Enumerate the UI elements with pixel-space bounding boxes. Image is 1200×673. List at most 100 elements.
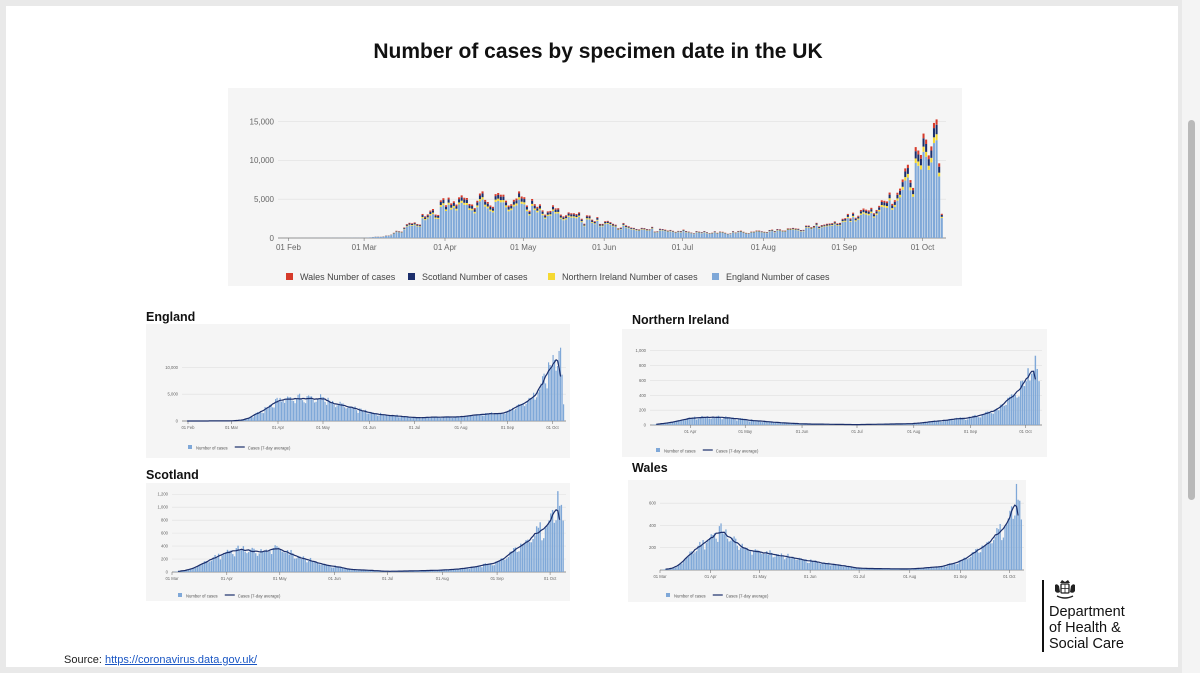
bar <box>272 407 274 421</box>
bar <box>534 535 536 572</box>
bar <box>447 416 449 421</box>
bar <box>554 359 556 421</box>
bar-northern-ireland <box>486 206 489 209</box>
bar <box>754 549 756 570</box>
bar <box>679 562 681 570</box>
bar-scotland <box>661 229 664 231</box>
bar <box>537 527 540 572</box>
bar <box>187 569 190 572</box>
bar <box>296 398 298 421</box>
bar <box>548 520 550 572</box>
bar-wales <box>852 212 855 214</box>
bar-northern-ireland <box>588 218 591 220</box>
bar <box>345 408 347 421</box>
bar <box>823 562 825 570</box>
bar-scotland <box>666 230 669 232</box>
bar <box>743 419 745 425</box>
bar <box>537 392 539 421</box>
bar-england <box>476 207 479 238</box>
bar-northern-ireland <box>538 208 541 211</box>
bar <box>551 509 554 572</box>
bar <box>722 533 724 570</box>
bar-england <box>541 215 544 238</box>
bar-scotland <box>622 223 625 225</box>
bar-england <box>622 225 625 238</box>
source-note: Source: https://coronavirus.data.gov.uk/ <box>64 654 257 666</box>
bar <box>426 416 428 421</box>
bar-northern-ireland <box>805 227 808 228</box>
legend-swatch-cases <box>656 448 660 452</box>
bar <box>539 522 541 572</box>
bar-northern-ireland <box>567 215 570 217</box>
bar <box>502 558 504 572</box>
bar <box>417 417 419 421</box>
bar <box>763 420 765 425</box>
bar <box>675 420 678 425</box>
bar <box>865 568 867 570</box>
bar <box>423 417 425 421</box>
bar-wales <box>815 222 818 224</box>
bar-northern-ireland <box>919 165 922 170</box>
bar-scotland <box>465 199 468 203</box>
bar-england <box>932 143 935 238</box>
bar-scotland <box>489 206 492 210</box>
bar <box>754 420 756 425</box>
bar <box>977 417 980 425</box>
bar-scotland <box>658 229 662 230</box>
source-link[interactable]: https://coronavirus.data.gov.uk/ <box>104 654 258 666</box>
bar <box>991 543 993 570</box>
bar-northern-ireland <box>917 161 920 166</box>
bar <box>706 416 709 425</box>
bar-scotland <box>859 211 862 214</box>
bar-scotland <box>932 128 935 138</box>
scrollbar[interactable] <box>1182 0 1200 673</box>
bar-wales <box>463 197 466 200</box>
bar-england <box>395 232 398 238</box>
bar <box>414 416 416 421</box>
bar <box>888 568 890 570</box>
bar <box>555 370 557 421</box>
bar <box>429 570 432 572</box>
bar <box>350 406 352 421</box>
bar-wales <box>836 223 839 225</box>
bar <box>290 549 292 572</box>
bar-northern-ireland <box>408 224 411 226</box>
bar <box>302 556 305 572</box>
bar-wales <box>452 201 455 203</box>
bar <box>401 415 403 421</box>
bar <box>864 568 866 570</box>
bar <box>470 566 472 572</box>
bar <box>770 422 773 425</box>
bar-scotland <box>779 229 782 231</box>
bar-scotland <box>718 231 722 233</box>
bar <box>994 536 996 570</box>
bar <box>444 570 446 572</box>
bar <box>965 419 967 425</box>
bar-wales <box>912 187 915 191</box>
bar-scotland <box>525 206 528 210</box>
bar <box>966 419 969 425</box>
bar <box>913 423 916 425</box>
bar-england <box>677 232 680 238</box>
bar <box>717 541 719 570</box>
bar-wales <box>439 200 442 203</box>
legend-label-average: Cases (7-day average) <box>238 594 281 599</box>
bar <box>692 417 694 425</box>
bar-scotland <box>452 202 455 206</box>
bar <box>278 401 280 421</box>
bar <box>217 553 220 572</box>
scrollbar-thumb[interactable] <box>1188 120 1195 500</box>
bar-northern-ireland <box>825 225 829 227</box>
bar-scotland <box>752 231 755 233</box>
bar-england <box>515 205 518 238</box>
bar-northern-ireland <box>476 205 479 208</box>
bar <box>669 568 672 570</box>
bar-scotland <box>857 216 860 219</box>
bar <box>481 567 483 572</box>
bar <box>872 568 874 570</box>
bar-scotland <box>518 193 521 198</box>
y-tick-label: 400 <box>639 393 647 398</box>
bar-northern-ireland <box>922 146 925 152</box>
bar-scotland <box>906 168 909 174</box>
bar <box>522 402 524 421</box>
